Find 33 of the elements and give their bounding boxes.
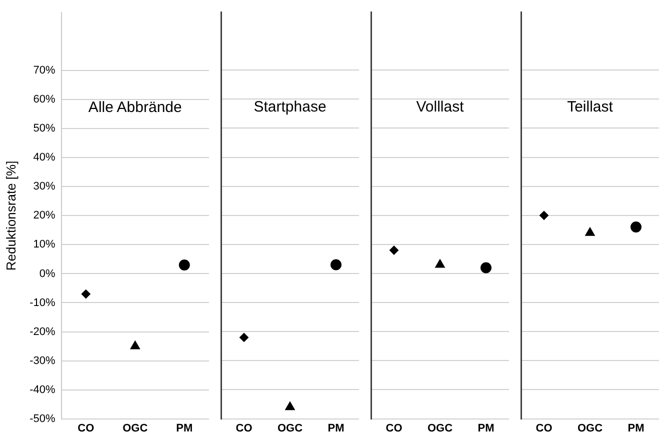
x-tick-label: OGC xyxy=(577,422,603,434)
x-tick-label: PM xyxy=(328,422,344,434)
x-tick-label: PM xyxy=(628,422,644,434)
y-tick-label: -40% xyxy=(30,384,56,396)
y-tick-label: 60% xyxy=(33,94,56,106)
x-tick-label: CO xyxy=(536,422,553,434)
y-tick-label: 30% xyxy=(33,180,56,193)
point xyxy=(130,340,140,350)
y-tick-label: 70% xyxy=(33,64,56,77)
x-tick-label: PM xyxy=(478,422,494,434)
x-tick-label: CO xyxy=(386,422,403,434)
y-tick-label: -20% xyxy=(30,326,56,338)
text: Volllast xyxy=(416,98,465,116)
point xyxy=(178,260,190,271)
x-tick-label: CO xyxy=(236,422,253,434)
text: Teillast xyxy=(567,98,614,116)
y-tick-label: 50% xyxy=(33,122,56,135)
y-tick-label: -50% xyxy=(30,412,56,425)
x-tick-label: OGC xyxy=(277,422,303,434)
x-tick-label: OGC xyxy=(122,422,148,434)
x-tick-label: OGC xyxy=(427,422,453,434)
y-axis-title: Reduktionsrate [%] xyxy=(3,160,18,271)
x-tick-label: CO xyxy=(78,422,95,434)
y-tick-label: -10% xyxy=(30,296,56,309)
x-tick-label: PM xyxy=(176,422,193,434)
y-tick-label: 10% xyxy=(33,238,56,251)
y-tick-label: 20% xyxy=(33,210,56,222)
y-tick-label: 40% xyxy=(33,152,56,164)
text: Startphase xyxy=(254,98,326,116)
y-tick-label: -30% xyxy=(30,354,56,367)
text: Alle Abbrände xyxy=(88,99,182,116)
point xyxy=(81,290,90,299)
y-tick-label: 0% xyxy=(39,268,56,280)
